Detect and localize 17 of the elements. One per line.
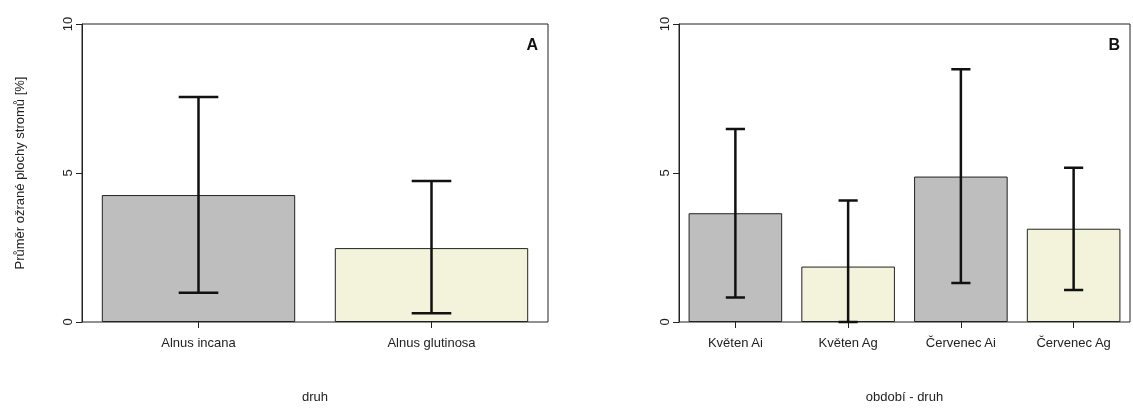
x-tick-label: Květen Ai	[707, 335, 763, 350]
y-tick-label: 0	[60, 318, 75, 326]
y-tick-label: 5	[657, 169, 672, 177]
x-tick-label: Alnus incana	[161, 335, 237, 350]
y-tick-label: 0	[657, 318, 672, 326]
annotation: A	[526, 35, 539, 53]
x-tick-label: Červenec Ai	[925, 335, 997, 350]
x-tick-label: Červenec Ag	[1036, 335, 1111, 350]
x-axis-title: období - druh	[865, 389, 944, 404]
y-tick-label: 5	[60, 169, 75, 177]
x-tick-label: Alnus glutinosa	[387, 335, 477, 350]
x-axis-title: druh	[301, 389, 329, 404]
annotation: B	[1108, 35, 1121, 53]
y-tick-label: 10	[60, 16, 75, 32]
y-tick-label: 10	[657, 16, 672, 32]
y-axis-title: Průměr ožrané plochy stromů [%]	[12, 76, 27, 270]
x-tick-label: Květen Ag	[818, 335, 878, 350]
